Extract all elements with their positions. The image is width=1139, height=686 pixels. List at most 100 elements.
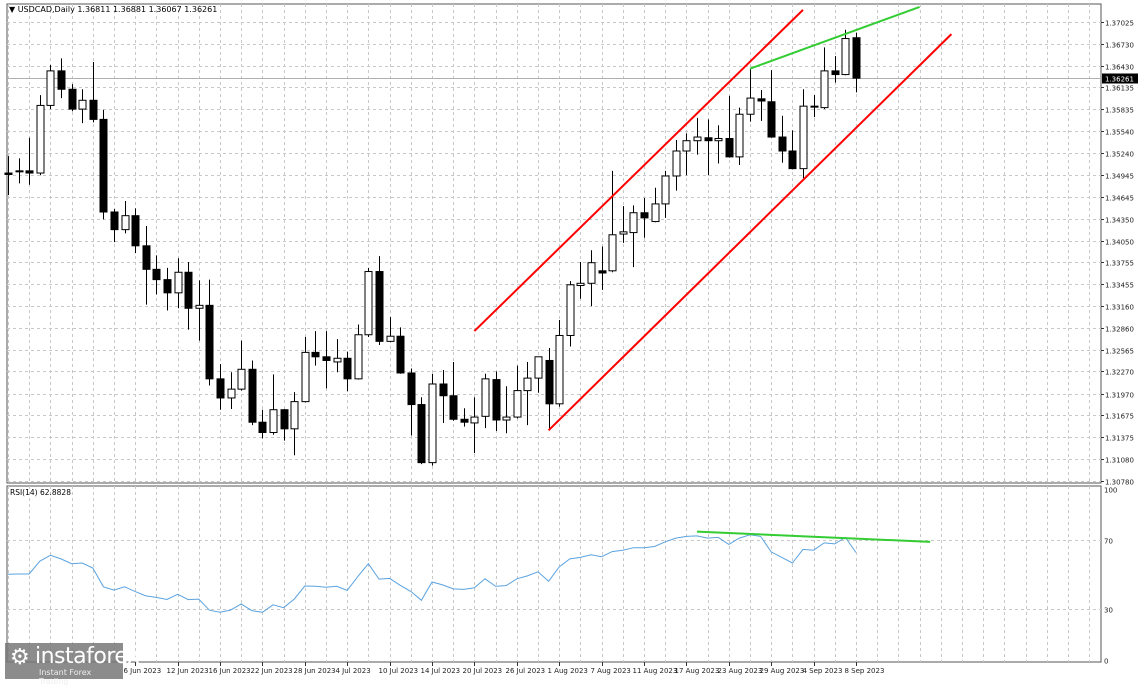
candle-body bbox=[503, 417, 510, 420]
rsi-label: RSI(14) 62.8828 bbox=[10, 488, 71, 497]
candle-body bbox=[630, 213, 637, 233]
price-tick-label: 1.31080 bbox=[1105, 457, 1134, 465]
candle-body bbox=[524, 378, 531, 390]
candle-body bbox=[599, 271, 606, 273]
candle-body bbox=[228, 389, 235, 398]
candle bbox=[418, 397, 425, 464]
candle-body bbox=[450, 396, 457, 420]
candle bbox=[429, 374, 436, 466]
candle-body bbox=[609, 235, 616, 271]
rsi-tick-label: 30 bbox=[1104, 607, 1113, 615]
price-panel bbox=[7, 4, 1101, 483]
candle-body bbox=[143, 246, 150, 270]
chart-title: ▼ USDCAD,Daily 1.36811 1.36881 1.36067 1… bbox=[9, 5, 217, 14]
price-tick-label: 1.37025 bbox=[1105, 20, 1134, 28]
candle-body bbox=[47, 71, 54, 106]
price-tick-label: 1.31675 bbox=[1105, 413, 1134, 421]
time-tick-label: 11 Aug 2023 bbox=[633, 667, 678, 675]
price-tick-label: 1.35240 bbox=[1105, 151, 1134, 159]
time-tick-label: 4 Sep 2023 bbox=[803, 667, 843, 675]
candle-body bbox=[90, 100, 97, 119]
candle-body bbox=[482, 379, 489, 416]
candle-body bbox=[789, 151, 796, 169]
price-tick-label: 1.33755 bbox=[1105, 260, 1134, 268]
candle-body bbox=[588, 263, 595, 284]
candle-body bbox=[705, 138, 712, 141]
time-tick-label: 29 Aug 2023 bbox=[760, 667, 805, 675]
candle-body bbox=[291, 402, 298, 429]
time-tick-label: 22 Jun 2023 bbox=[251, 667, 293, 675]
candle-body bbox=[238, 369, 245, 389]
logo-tagline: Instant Forex Trading bbox=[39, 668, 123, 686]
time-tick-label: 12 Jun 2023 bbox=[167, 667, 209, 675]
time-tick-label: 10 Jul 2023 bbox=[379, 667, 419, 675]
candle-body bbox=[376, 272, 383, 342]
price-tick-label: 1.30780 bbox=[1105, 479, 1134, 487]
candle-body bbox=[206, 305, 213, 379]
candle bbox=[365, 268, 372, 337]
price-tick-label: 1.36135 bbox=[1105, 85, 1134, 93]
rsi-tick-label: 100 bbox=[1104, 487, 1117, 495]
candle-body bbox=[694, 137, 701, 141]
candle-body bbox=[652, 204, 659, 222]
candle-body bbox=[736, 114, 743, 157]
candle-body bbox=[440, 384, 447, 396]
candle-body bbox=[662, 176, 669, 204]
price-tick-label: 1.34945 bbox=[1105, 173, 1134, 181]
candle-body bbox=[556, 335, 563, 403]
symbol-ohlc-text: USDCAD,Daily 1.36811 1.36881 1.36067 1.3… bbox=[18, 5, 218, 14]
price-tick-label: 1.34645 bbox=[1105, 195, 1134, 203]
candle-body bbox=[673, 151, 680, 176]
candle-body bbox=[546, 360, 553, 403]
candle-body bbox=[641, 213, 648, 218]
candle-body bbox=[853, 38, 860, 78]
candle-body bbox=[821, 71, 828, 108]
candle-body bbox=[259, 422, 266, 432]
price-tick-label: 1.32860 bbox=[1105, 326, 1134, 334]
candle-body bbox=[715, 138, 722, 140]
price-tick-label: 1.33160 bbox=[1105, 304, 1134, 312]
logo-name: instaforex bbox=[35, 644, 140, 670]
candle-body bbox=[132, 216, 139, 246]
time-tick-label: 16 Jun 2023 bbox=[209, 667, 251, 675]
candle-body bbox=[26, 171, 33, 173]
time-tick-label: 26 Jul 2023 bbox=[506, 667, 546, 675]
price-tick-label: 1.35540 bbox=[1105, 129, 1134, 137]
candle-body bbox=[323, 357, 330, 361]
candle-body bbox=[58, 71, 65, 89]
candle-body bbox=[111, 212, 118, 230]
candle bbox=[736, 108, 743, 165]
candle-body bbox=[387, 336, 394, 341]
price-tick-label: 1.35835 bbox=[1105, 107, 1134, 115]
candle bbox=[100, 110, 107, 220]
candle-body bbox=[397, 336, 404, 373]
price-tick-label: 1.33455 bbox=[1105, 282, 1134, 290]
candle-body bbox=[758, 99, 765, 101]
candle-body bbox=[535, 357, 542, 378]
candle-body bbox=[683, 141, 690, 151]
candle-body bbox=[514, 391, 521, 417]
candle-body bbox=[493, 380, 500, 420]
candle-body bbox=[577, 283, 584, 285]
candle-body bbox=[334, 358, 341, 362]
candle-body bbox=[16, 171, 23, 172]
candle-body bbox=[832, 71, 839, 75]
candle-body bbox=[567, 285, 574, 336]
candle-body bbox=[768, 102, 775, 137]
current-price-label: 1.36261 bbox=[1105, 76, 1134, 84]
candle-body bbox=[800, 106, 807, 168]
triangle-down-icon[interactable]: ▼ bbox=[9, 5, 18, 14]
candle-body bbox=[471, 417, 478, 423]
price-tick-label: 1.32270 bbox=[1105, 369, 1134, 377]
gear-icon: ⚙ bbox=[10, 647, 30, 669]
candle bbox=[37, 95, 44, 175]
candle-body bbox=[185, 272, 192, 308]
candle-body bbox=[461, 419, 468, 422]
price-tick-label: 1.34350 bbox=[1105, 217, 1134, 225]
candle-body bbox=[620, 232, 627, 234]
candle-body bbox=[418, 405, 425, 463]
price-tick-label: 1.31970 bbox=[1105, 392, 1134, 400]
candle-body bbox=[747, 98, 754, 114]
time-tick-label: 28 Jun 2023 bbox=[294, 667, 336, 675]
